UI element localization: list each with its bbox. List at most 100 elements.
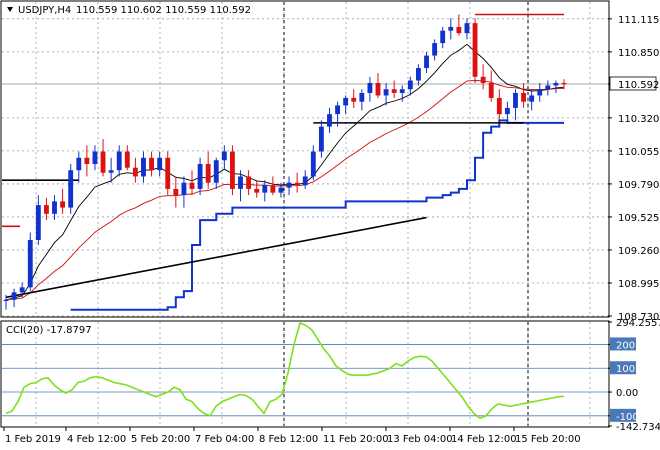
candle-body [553,82,559,86]
cci-tick-label: -100 [616,412,639,423]
candle-body [407,80,413,90]
cci-level-box [610,337,636,351]
candle-body [521,92,526,102]
cci-title: CCI(20) -17.8797 [6,325,92,336]
time-tick-label: 11 Feb 20:00 [323,434,389,445]
candle-body [367,82,373,93]
collapse-triangle-icon[interactable] [7,7,13,12]
candle-body [19,287,25,293]
candle-body [27,239,33,288]
candle-body [472,23,478,77]
price-tick-label: 111.115 [618,15,659,26]
candle-body [310,151,316,177]
candles [3,14,567,310]
candle-body [270,185,276,193]
candle-body [230,151,235,189]
cci-line [5,321,565,420]
candle-body [496,97,502,115]
candle-body [545,85,551,90]
time-tick-label: 5 Feb 20:00 [131,434,190,445]
candle-body [100,151,106,173]
candle-body [302,176,308,186]
candle-body [359,92,365,102]
candle-body [35,205,41,240]
candle-body [213,160,219,183]
channel-low-line [70,119,564,311]
time-axis: 1 Feb 2019 4 Feb 12:00 5 Feb 20:00 7 Feb 04… [3,427,581,445]
candle-body [399,89,405,93]
candle-body [205,163,211,183]
candle-body [504,107,510,115]
candle-body [132,167,138,177]
cci-level-box [610,361,636,375]
candle-body [149,157,154,171]
price-tick-label: 109.790 [618,180,659,191]
current-price-box [609,76,657,91]
time-tick-label: 8 Feb 12:00 [259,434,318,445]
candle-body [68,170,74,208]
time-tick-label: 1 Feb 2019 [5,434,61,445]
candle-body [537,89,543,96]
candle-body [513,92,518,108]
candle-body [424,55,429,69]
cci-pane-frame [0,320,610,428]
candle-body [294,182,300,186]
candle-body [60,201,66,208]
candle-body [189,182,195,189]
candle-body [432,43,438,56]
candle-body [108,170,114,173]
candle-body [529,95,535,102]
time-tick-label: 7 Feb 04:00 [195,434,254,445]
time-tick-label: 13 Feb 04:00 [387,434,453,445]
candle-body [375,82,381,96]
candle-body [76,157,82,171]
cci-tick-label: 200 [616,340,635,351]
price-pane-frame [0,0,610,318]
time-tick-label: 4 Feb 12:00 [67,434,126,445]
candle-body [416,68,421,81]
candle-body [181,182,187,196]
candle-body [11,292,17,300]
candle-body [3,299,9,302]
candle-body [480,76,486,83]
candle-body [52,201,57,214]
candle-body [561,82,567,85]
candle-body [165,157,171,189]
ohlc-readout: 110.559 110.602 110.559 110.592 [76,5,251,16]
candle-body [440,30,446,44]
candle-body [246,176,252,189]
candle-body [464,23,470,34]
indicator-lines [2,13,565,311]
candle-body [391,89,397,93]
price-tick-label: 109.260 [618,246,659,257]
candle-body [173,188,179,196]
moving-average-black [5,43,565,301]
price-tick-label: 110.320 [618,114,659,125]
candle-body [92,151,98,164]
cci-axis: 294.2557 200 100 0.00 -100-142.7343 [608,318,660,433]
cci-tick-label: -142.7343 [616,422,660,433]
candle-body [448,26,454,31]
candle-body [278,187,284,193]
candle-body [44,205,49,214]
cci-tick-label: 294.2557 [616,318,660,329]
cci-series [5,321,565,420]
candle-body [488,82,494,98]
candle-body [157,157,163,171]
cci-tick-label: 0.00 [616,388,638,399]
cci-level-box [610,408,636,422]
candle-body [84,157,90,164]
time-tick-label: 14 Feb 12:00 [451,434,517,445]
time-tick-label: 15 Feb 20:00 [515,434,581,445]
candle-body [343,97,349,106]
candle-body [335,105,340,115]
price-tick-label: 110.055 [618,147,659,158]
candle-body [351,97,357,102]
candle-body [327,114,332,127]
candle-body [318,126,324,152]
candle-body [383,89,389,96]
candle-body [262,185,268,193]
candle-body [124,151,130,168]
price-tick-label: 110.592 [618,80,659,91]
